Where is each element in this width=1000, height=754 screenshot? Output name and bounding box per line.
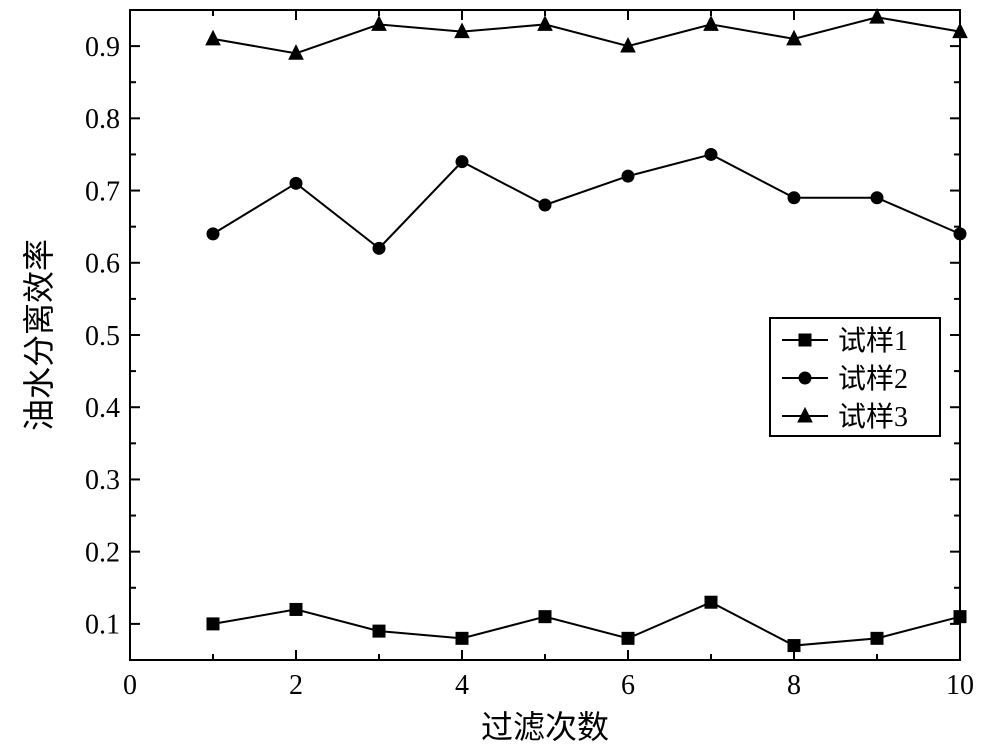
x-tick-label: 2: [289, 670, 303, 701]
y-tick-label: 0.2: [85, 537, 120, 568]
y-tick-label: 0.1: [85, 610, 120, 641]
x-tick-label: 4: [455, 670, 469, 701]
legend-label: 试样1: [838, 325, 908, 357]
y-tick-label: 0.3: [85, 465, 120, 496]
y-tick-label: 0.4: [85, 393, 120, 424]
legend: 试样1 试样2 试样3: [770, 318, 940, 436]
y-axis-label: 油水分离效率: [21, 239, 57, 431]
y-tick-label: 0.7: [85, 176, 120, 207]
y-tick-label: 0.9: [85, 32, 120, 63]
y-tick-label: 0.6: [85, 249, 120, 280]
y-tick-label: 0.5: [85, 321, 120, 352]
y-tick-label: 0.8: [85, 104, 120, 135]
legend-label: 试样3: [838, 401, 908, 433]
x-tick-label: 8: [787, 670, 801, 701]
x-tick-label: 6: [621, 670, 635, 701]
x-axis-label: 过滤次数: [481, 709, 609, 745]
legend-label: 试样2: [838, 363, 908, 395]
line-chart: 0 2 4 6 8 10 过滤次数 0.1 0.2 0.3 0.4 0.5 0.6 0.7 0.8 0.9 油水…: [0, 0, 1000, 754]
x-tick-label: 10: [946, 670, 974, 701]
x-tick-label: 0: [123, 670, 137, 701]
